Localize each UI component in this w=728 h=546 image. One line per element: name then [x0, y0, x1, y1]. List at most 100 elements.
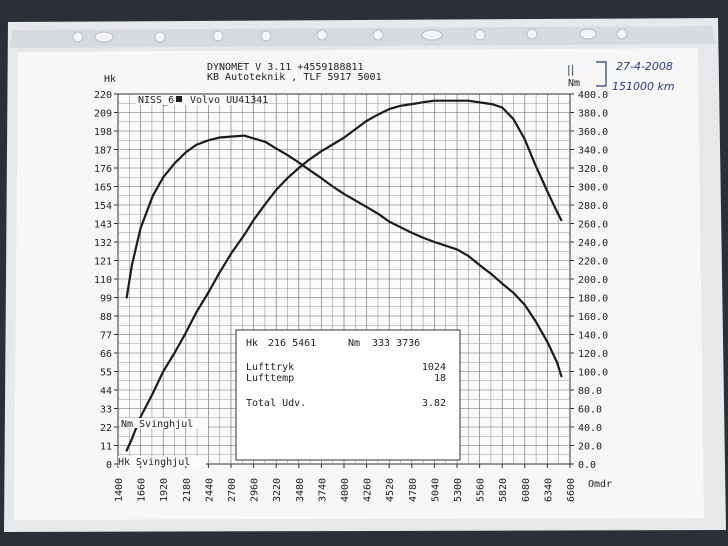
handwritten-mark: ||: [567, 63, 574, 76]
y-right-tick-label: 220.0: [578, 257, 608, 268]
hk-curve-label-bg: [118, 456, 206, 466]
y-left-tick-label: 66: [100, 349, 112, 360]
y-left-tick-label: 121: [94, 257, 112, 268]
x-tick-label: 4520: [385, 478, 396, 502]
info-box: Hk 216 5461 Nm 333 3736 Lufttryk 1024 Lu…: [235, 329, 461, 461]
y-right-tick-label: 340.0: [578, 146, 608, 157]
y-right-tick-label: 100.0: [578, 368, 608, 379]
legend-item-1: NISS_6: [138, 95, 174, 106]
y-left-tick-label: 165: [94, 183, 112, 194]
legend-item-2: Volvo UU41341: [190, 95, 268, 106]
y-right-tick-label: 60.0: [578, 405, 602, 416]
x-tick-label: 3480: [295, 478, 306, 502]
y-right-tick-label: 180.0: [578, 294, 608, 305]
info-row-value: 3.82: [422, 398, 446, 409]
x-tick-label: 2700: [227, 478, 238, 502]
x-tick-label: 4780: [408, 478, 419, 502]
y-right-tick-label: 200.0: [578, 275, 608, 286]
hk-curve-label: Hk Svinghjul: [118, 457, 190, 468]
y-right-tick-label: 80.0: [578, 386, 602, 397]
info-hk-label: Hk: [246, 338, 258, 349]
x-tick-label: 5300: [453, 478, 464, 502]
y-right-tick-label: 240.0: [578, 238, 608, 249]
x-tick-label: 3220: [272, 478, 283, 502]
y-right-tick-label: 300.0: [578, 183, 608, 194]
y-right-tick-label: 280.0: [578, 201, 608, 212]
handwritten-bracket: [596, 61, 607, 87]
y-left-ticks: 0 11 22 33 44 55 66 77 88 99 110 121 132 143 154 165 176…: [94, 90, 118, 471]
legend-box: [136, 95, 248, 105]
y-left-tick-label: 33: [100, 405, 112, 416]
y-right-tick-label: 400.0: [578, 90, 608, 101]
legend-marker: [176, 96, 182, 102]
x-tick-label: 4000: [340, 478, 351, 502]
y-left-tick-label: 176: [94, 164, 112, 175]
y-right-tick-label: 380.0: [578, 109, 608, 120]
y-right-tick-label: 160.0: [578, 312, 608, 323]
y-left-tick-label: 99: [100, 294, 112, 305]
y-left-tick-label: 11: [100, 442, 112, 453]
info-row-label: Total Udv.: [246, 398, 306, 409]
x-tick-label: 5820: [498, 478, 509, 502]
info-row-label: Lufttemp: [246, 373, 294, 384]
x-tick-label: 1660: [137, 478, 148, 502]
info-nm-label: Nm: [348, 338, 360, 349]
hk-power-curve: [125, 99, 563, 452]
info-hk-value: 216 5461: [268, 338, 316, 349]
y-left-tick-label: 44: [100, 386, 112, 397]
info-row-value: 1024: [422, 362, 446, 373]
nm-curve-label: Nm Svinghjul: [121, 419, 193, 430]
info-nm-value: 333 3736: [372, 338, 420, 349]
y-left-tick-label: 110: [94, 275, 112, 286]
y-right-axis-label: Nm: [568, 78, 580, 89]
x-tick-label: 6600: [566, 478, 577, 502]
y-right-tick-label: 260.0: [578, 220, 608, 231]
x-tick-label: 1400: [114, 478, 125, 502]
y-left-tick-label: 88: [100, 312, 112, 323]
y-left-tick-label: 77: [100, 331, 112, 342]
x-tick-label: 5040: [430, 478, 441, 502]
y-left-tick-label: 22: [100, 423, 112, 434]
nm-torque-curve: [125, 134, 563, 378]
y-left-tick-label: 187: [94, 146, 112, 157]
info-row-value: 18: [434, 373, 446, 384]
y-left-axis-label: Hk: [104, 74, 116, 85]
x-tick-label: 5560: [476, 478, 487, 502]
curves: [125, 99, 563, 452]
x-tick-label: 6080: [521, 478, 532, 502]
y-left-tick-label: 55: [100, 368, 112, 379]
info-row-label: Lufttryk: [246, 362, 294, 373]
x-tick-label: 3740: [317, 478, 328, 502]
y-right-tick-label: 120.0: [578, 349, 608, 360]
handwritten-km: 151000 km: [612, 80, 675, 93]
nm-curve-label-bg: [120, 418, 208, 428]
x-tick-label: 1920: [159, 478, 170, 502]
x-ticks: 1400 1660 1920 2180 2440 2700 2960 3220 3480 3740…: [114, 464, 577, 502]
y-right-tick-label: 360.0: [578, 127, 608, 138]
x-tick-label: 2440: [204, 478, 215, 502]
x-tick-label: 2960: [250, 478, 261, 502]
y-right-tick-label: 140.0: [578, 331, 608, 342]
y-right-tick-label: 40.0: [578, 423, 602, 434]
y-left-tick-label: 143: [94, 220, 112, 231]
x-tick-label: 6340: [543, 478, 554, 502]
x-tick-label: 4260: [363, 478, 374, 502]
y-left-tick-label: 0: [106, 460, 112, 471]
y-left-tick-label: 198: [94, 127, 112, 138]
x-axis-label: Omdr: [588, 479, 612, 490]
binder-holes: [72, 28, 628, 43]
y-left-tick-label: 209: [94, 109, 112, 120]
y-right-tick-label: 20.0: [578, 442, 602, 453]
y-right-ticks: 0.0 20.0 40.0 60.0 80.0 100.0 120.0 140.0 160.0 1…: [570, 90, 608, 471]
header-line-1: DYNOMET V 3.11 +4559188811: [207, 62, 364, 73]
header-line-2: KB Autoteknik , TLF 5917 5001: [207, 72, 382, 83]
y-left-tick-label: 132: [94, 238, 112, 249]
y-right-tick-label: 320.0: [578, 164, 608, 175]
x-tick-label: 2180: [182, 478, 193, 502]
handwritten-date: 27-4-2008: [616, 60, 673, 73]
y-right-tick-label: 0.0: [578, 460, 596, 471]
y-left-tick-label: 154: [94, 201, 112, 212]
y-left-tick-label: 220: [94, 90, 112, 101]
